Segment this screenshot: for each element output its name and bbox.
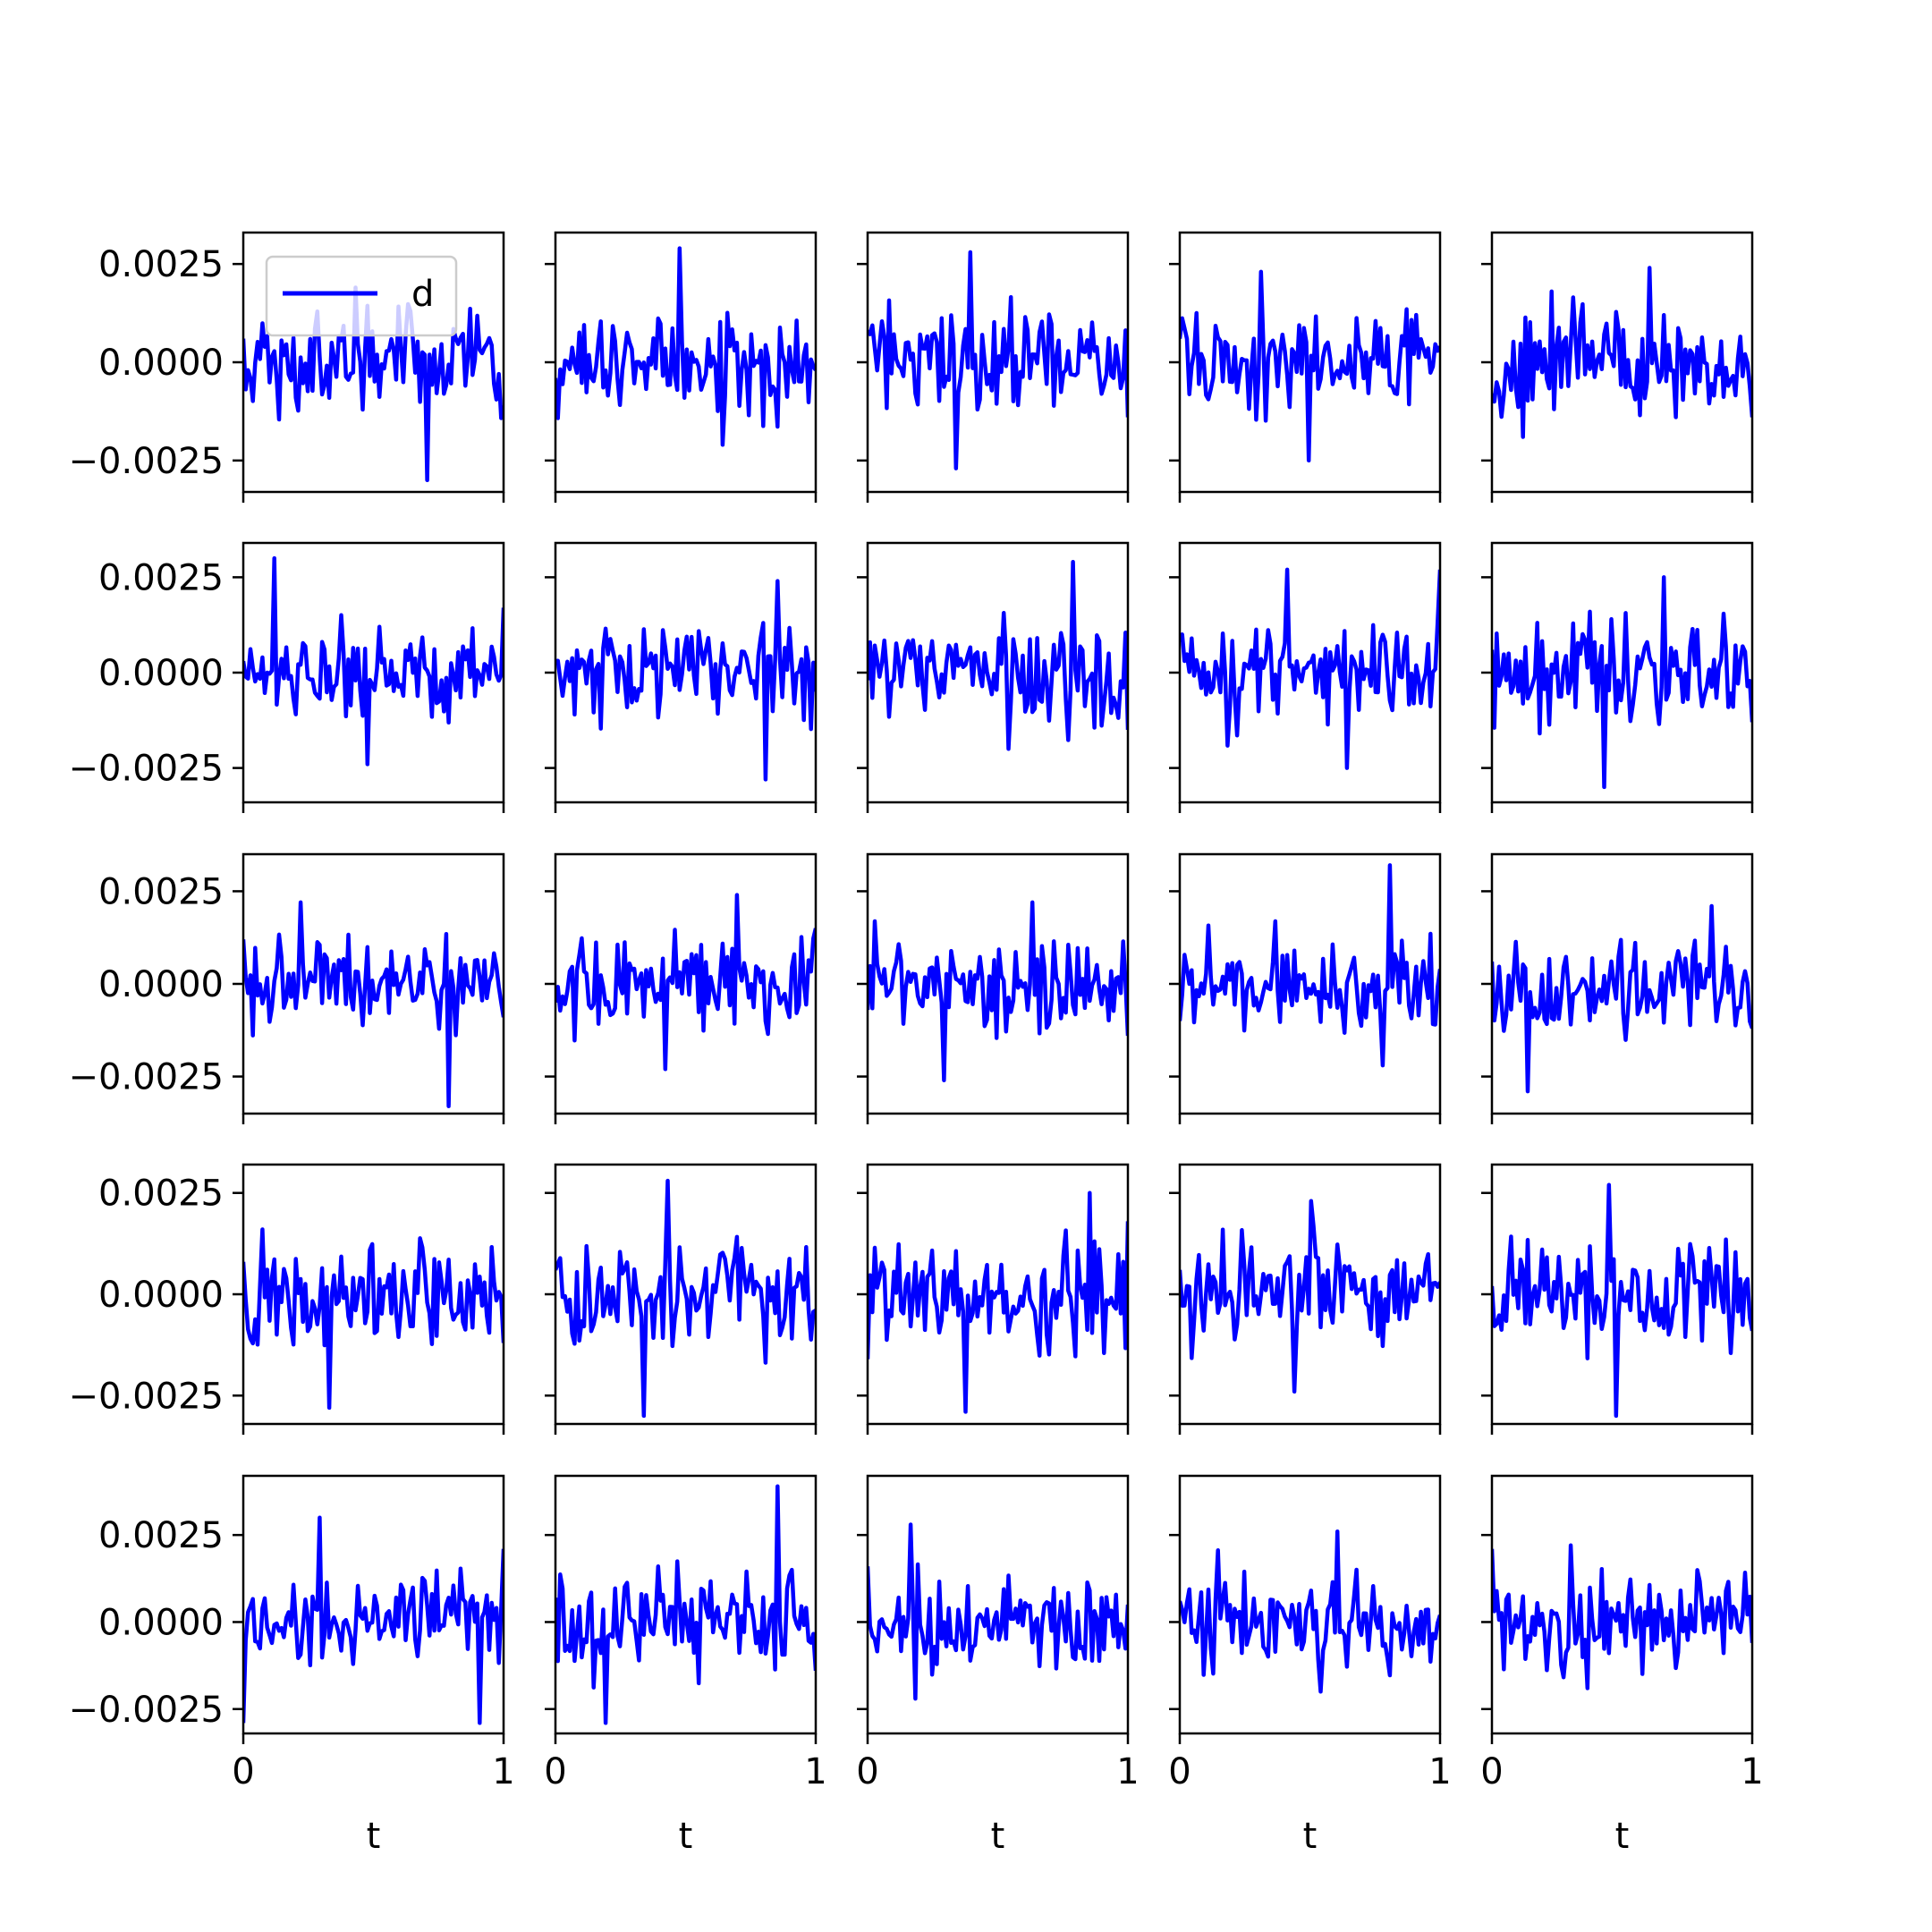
- series-line-d: [1180, 1199, 1440, 1394]
- series-line-d: [555, 1178, 816, 1419]
- legend-label: d: [411, 274, 434, 315]
- subplot-r5-c4: 0 1 t: [1168, 1474, 1452, 1857]
- subplot-r4-c4: [1169, 1163, 1442, 1435]
- subplot-r4-c2: [545, 1163, 818, 1435]
- subplot-r1-c3: [857, 231, 1130, 503]
- x-tick-label: 1: [1741, 1751, 1763, 1792]
- subplot-r3-c2: [545, 852, 818, 1124]
- axes-frame: [554, 1474, 818, 1735]
- series-line-d: [1492, 266, 1752, 439]
- subplot-r2-c3: [857, 541, 1130, 813]
- subplot-r2-c2: [545, 541, 818, 813]
- y-tick-label: 0.0025: [98, 1174, 224, 1215]
- subplot-r5-c5: 0 1 t: [1480, 1474, 1764, 1857]
- subplot-r2-c4: [1169, 541, 1442, 813]
- series-line-d: [1180, 269, 1440, 463]
- subplot-r3-c3: [857, 852, 1130, 1124]
- subplot-r1-c1: 0.0025 0.0000 −0.0025: [69, 231, 505, 503]
- x-tick-label: 1: [492, 1751, 514, 1792]
- subplot-r3-c4: [1169, 852, 1442, 1124]
- subplot-r2-c5: [1481, 541, 1754, 813]
- y-tick-label: −0.0025: [69, 1690, 224, 1731]
- y-tick-label: 0.0000: [98, 343, 224, 384]
- x-tick-label: 0: [1480, 1751, 1503, 1792]
- subplot-r1-c5: [1481, 231, 1754, 503]
- series-line-d: [1492, 1543, 1752, 1690]
- series-line-d: [555, 246, 816, 447]
- series-line-d: [1492, 903, 1752, 1094]
- x-axis-label: t: [991, 1816, 1005, 1857]
- axes-frame: [866, 1474, 1130, 1735]
- subplot-r1-c2: [545, 231, 818, 503]
- subplot-r5-c3: 0 1 t: [856, 1474, 1140, 1857]
- subplot-r1-c4: [1169, 231, 1442, 503]
- series-line-d: [243, 1515, 504, 1725]
- subplot-grid: 0.00250.0000−0.00250.00250.0000−0.00250.…: [69, 231, 1764, 1857]
- subplot-r4-c1: 0.0025 0.0000 −0.0025: [69, 1163, 505, 1435]
- series-line-d: [243, 900, 504, 1108]
- y-tick-label: −0.0025: [69, 441, 224, 482]
- series-line-d: [1492, 1182, 1752, 1419]
- x-axis-label: t: [1303, 1816, 1318, 1857]
- series-line-d: [868, 560, 1128, 751]
- series-line-d: [868, 900, 1128, 1082]
- series-line-d: [243, 555, 504, 767]
- y-tick-label: 0.0000: [98, 1275, 224, 1316]
- series-line-d: [555, 893, 816, 1072]
- subplot-r3-c5: [1481, 852, 1754, 1124]
- series-line-d: [1180, 1530, 1440, 1694]
- x-tick-label: 1: [1116, 1751, 1139, 1792]
- x-axis-label: t: [367, 1816, 381, 1857]
- y-tick-label: 0.0000: [98, 964, 224, 1005]
- x-tick-label: 0: [1168, 1751, 1191, 1792]
- y-tick-label: −0.0025: [69, 1376, 224, 1417]
- x-tick-label: 0: [856, 1751, 878, 1792]
- subplot-r3-c1: 0.0025 0.0000 −0.0025: [69, 852, 505, 1124]
- x-axis-label: t: [1615, 1816, 1630, 1857]
- axes-frame: [242, 1474, 505, 1735]
- legend: d: [265, 255, 458, 337]
- series-line-d: [1492, 575, 1752, 790]
- subplot-r2-c1: 0.0025 0.0000 −0.0025: [69, 541, 505, 813]
- x-tick-label: 1: [804, 1751, 826, 1792]
- y-tick-label: 0.0025: [98, 1515, 224, 1556]
- subplot-r4-c3: [857, 1163, 1130, 1435]
- series-line-d: [868, 1191, 1128, 1414]
- series-line-d: [1180, 863, 1440, 1068]
- axes-frame: [1178, 1474, 1442, 1735]
- y-tick-label: 0.0025: [98, 244, 224, 285]
- x-tick-label: 0: [544, 1751, 566, 1792]
- y-tick-label: −0.0025: [69, 749, 224, 790]
- axes-frame: [1490, 1474, 1754, 1735]
- y-tick-label: 0.0025: [98, 871, 224, 912]
- y-tick-label: −0.0025: [69, 1057, 224, 1098]
- y-tick-label: 0.0025: [98, 557, 224, 598]
- series-line-d: [555, 1484, 816, 1725]
- y-tick-label: 0.0000: [98, 653, 224, 694]
- x-tick-label: 1: [1428, 1751, 1451, 1792]
- legend-frame: [265, 255, 458, 337]
- series-line-d: [555, 579, 816, 782]
- x-tick-label: 0: [232, 1751, 254, 1792]
- series-line-d: [1180, 567, 1440, 770]
- series-line-d: [243, 1227, 504, 1411]
- x-axis-label: t: [679, 1816, 693, 1857]
- series-line-d: [868, 250, 1128, 470]
- subplot-r5-c2: 0 1 t: [544, 1474, 827, 1857]
- series-line-d: [868, 1522, 1128, 1701]
- y-tick-label: 0.0000: [98, 1602, 224, 1643]
- series-line-d: [243, 285, 504, 483]
- subplot-r4-c5: [1481, 1163, 1754, 1435]
